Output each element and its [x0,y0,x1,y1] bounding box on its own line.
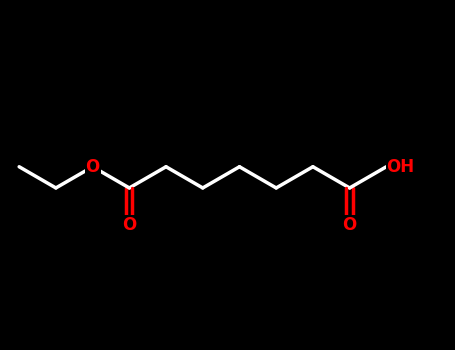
Text: O: O [86,158,100,176]
Text: O: O [122,216,136,234]
Text: O: O [343,216,357,234]
Text: OH: OH [386,158,415,176]
